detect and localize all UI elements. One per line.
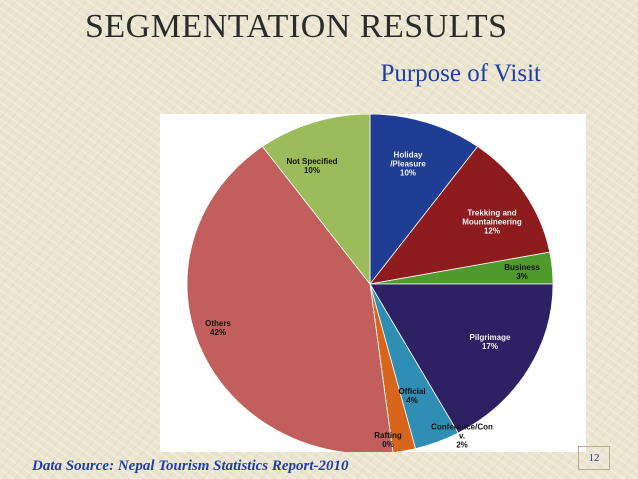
data-source: Data Source: Nepal Tourism Statistics Re…	[32, 458, 349, 474]
pie-slice	[369, 283, 554, 434]
chart-panel: Holiday /Pleasure 10% Trekking and Mountai…	[160, 114, 586, 452]
chart-subtitle: Purpose of Visit	[380, 60, 541, 87]
value-label: 3%	[516, 272, 528, 281]
slice-label: Rafting 0%	[374, 431, 402, 449]
category-label: Pilgrimage	[469, 333, 511, 342]
category-label: Not Specified	[286, 157, 338, 166]
pie-slice	[261, 114, 371, 286]
page-number: 12	[578, 446, 610, 470]
slide-title: SEGMENTATION RESULTS	[85, 8, 508, 45]
value-label: 0%	[382, 440, 394, 449]
slice-label: Others 42%	[205, 319, 231, 337]
category-label: Holiday /Pleasure	[390, 150, 426, 169]
category-label: Trekking and Mountaineering	[462, 208, 522, 227]
value-label: 17%	[481, 342, 498, 351]
category-label: Others	[205, 319, 231, 328]
category-label: Official	[398, 387, 426, 396]
category-label: Conference/Con v.	[431, 422, 493, 441]
category-label: Business	[504, 263, 540, 272]
pie-slice	[369, 114, 479, 286]
slice-label: Pilgrimage 17%	[470, 333, 511, 351]
pie-chart	[186, 114, 554, 452]
slice-label: Business 3%	[504, 263, 540, 281]
pie-slice	[369, 145, 551, 285]
pie-slice	[369, 283, 417, 452]
value-label: 12%	[483, 226, 500, 236]
slice-label: Official 4%	[398, 387, 425, 405]
value-label: 4%	[406, 396, 418, 405]
pie-slice	[186, 145, 394, 452]
slice-label: Not Specified 10%	[286, 157, 337, 175]
slice-label: Trekking and Mountaineering 12%	[462, 209, 522, 236]
value-label: 42%	[209, 328, 227, 337]
value-label: 10%	[303, 166, 320, 175]
slice-label: Conference/Con v. 2%	[431, 423, 493, 450]
category-label: Rafting	[374, 431, 402, 440]
value-label: 2%	[456, 440, 468, 450]
value-label: 10%	[399, 168, 417, 178]
slice-label: Holiday /Pleasure 10%	[390, 151, 426, 178]
